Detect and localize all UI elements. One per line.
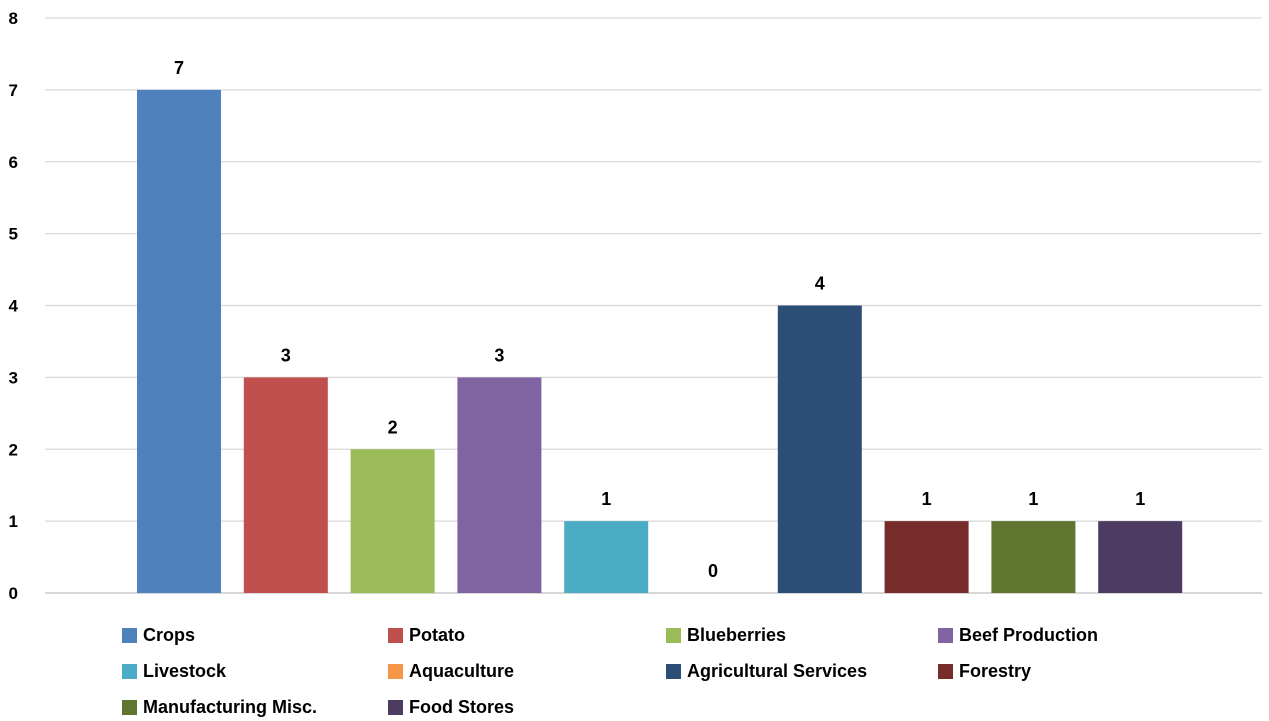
data-label: 1 <box>1028 489 1038 509</box>
y-tick-label: 3 <box>9 368 18 387</box>
y-tick-label: 0 <box>9 584 18 603</box>
data-labels: 7 3 2 3 1 0 4 1 1 1 <box>174 58 1145 581</box>
legend-label: Food Stores <box>409 696 515 717</box>
legend-item: Potato <box>388 622 465 648</box>
y-tick-label: 5 <box>9 225 18 244</box>
bar-livestock <box>564 521 649 593</box>
y-tick-label: 6 <box>9 153 18 172</box>
y-axis-ticks: 0 1 2 3 4 5 6 7 8 <box>9 9 19 603</box>
legend-item: Manufacturing Misc. <box>122 694 317 720</box>
bar-crops <box>137 89 221 593</box>
legend-item: Aquaculture <box>388 658 514 684</box>
legend-swatch <box>666 663 681 679</box>
data-label: 0 <box>708 561 718 581</box>
legend-swatch <box>666 627 681 643</box>
legend-label: Forestry <box>959 660 1032 681</box>
legend-item: Forestry <box>938 658 1031 684</box>
legend-swatch <box>388 699 403 715</box>
data-label: 1 <box>601 489 611 509</box>
data-label: 2 <box>388 417 398 437</box>
legend-swatch <box>122 627 137 643</box>
bar-blueberries <box>350 449 435 593</box>
y-tick-label: 1 <box>9 512 18 531</box>
legend-label: Crops <box>143 624 196 645</box>
bar-chart: 0 1 2 3 4 5 6 7 8 7 3 2 3 1 0 4 1 1 1 <box>9 9 1262 603</box>
bar-potato <box>243 377 328 593</box>
data-label: 4 <box>815 274 825 294</box>
legend-item: Blueberries <box>666 622 786 648</box>
legend-label: Blueberries <box>687 624 787 645</box>
bar-forestry <box>884 521 969 593</box>
legend-item: Food Stores <box>388 694 514 720</box>
data-label: 3 <box>281 345 291 365</box>
gridlines <box>45 17 1262 594</box>
legend-label: Livestock <box>143 660 227 681</box>
legend-label: Aquaculture <box>409 660 515 681</box>
legend: Crops Potato Blueberries Beef Production Liv… <box>0 618 1269 721</box>
legend-swatch <box>938 663 953 679</box>
data-label: 3 <box>494 345 504 365</box>
y-tick-label: 2 <box>9 440 18 459</box>
y-tick-label: 8 <box>9 9 18 28</box>
y-tick-label: 4 <box>9 297 19 316</box>
legend-item: Agricultural Services <box>666 658 867 684</box>
legend-label: Beef Production <box>959 624 1099 645</box>
data-label: 1 <box>1135 489 1145 509</box>
bar-manufacturing-misc <box>991 521 1076 593</box>
legend-swatch <box>388 627 403 643</box>
y-tick-label: 7 <box>9 81 18 100</box>
bar-beef-production <box>457 377 542 593</box>
bar-agricultural-services <box>777 305 862 593</box>
legend-swatch <box>122 663 137 679</box>
legend-label: Agricultural Services <box>687 660 868 681</box>
legend-item: Beef Production <box>938 622 1098 648</box>
legend-label: Manufacturing Misc. <box>143 696 318 717</box>
bars <box>137 89 1183 593</box>
legend-swatch <box>388 663 403 679</box>
legend-label: Potato <box>409 624 465 645</box>
legend-swatch <box>122 699 137 715</box>
data-label: 7 <box>174 58 184 78</box>
bar-food-stores <box>1098 521 1183 593</box>
legend-item: Livestock <box>122 658 226 684</box>
legend-item: Crops <box>122 622 195 648</box>
legend-swatch <box>938 627 953 643</box>
data-label: 1 <box>922 489 932 509</box>
